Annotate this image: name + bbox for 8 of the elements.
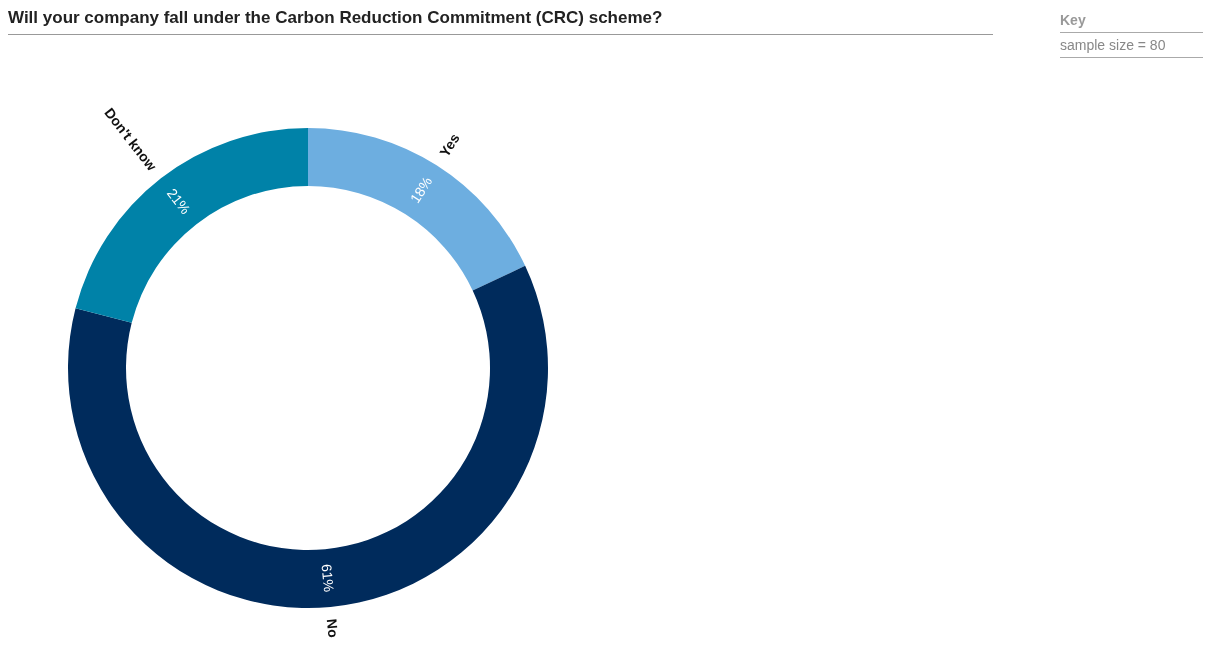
- data-label: 61%: [318, 563, 338, 593]
- slice-label: No: [323, 618, 342, 639]
- text: sample size = 80: [1060, 33, 1203, 58]
- slice-label: Yes: [436, 130, 463, 160]
- donut-slice: [308, 128, 526, 291]
- text: Key: [1060, 12, 1203, 33]
- donut-slice: [68, 265, 548, 608]
- chart-title: Will your company fall under the Carbon Reduction Commitment (CRC) scheme?: [8, 8, 993, 35]
